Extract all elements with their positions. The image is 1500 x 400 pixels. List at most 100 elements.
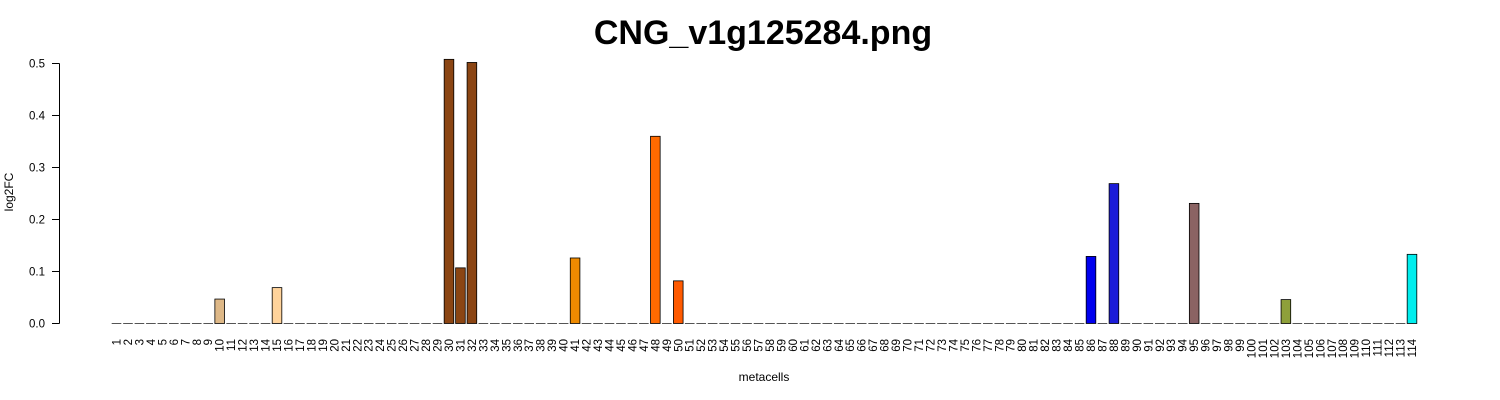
x-tick-label: 72 [925,339,937,352]
chart-title: CNG_v1g125284.png [594,14,932,52]
x-tick-label: 68 [880,339,892,352]
x-tick-label: 89 [1120,339,1132,352]
x-tick-label: 66 [857,339,869,352]
x-tick-label: 102 [1269,339,1281,358]
x-tick-label: 78 [994,339,1006,352]
x-tick-label: 51 [685,339,697,352]
bar-31 [455,267,466,324]
x-tick-label: 86 [1086,339,1098,352]
x-tick-label: 104 [1292,338,1304,358]
x-tick-label: 88 [1109,339,1121,352]
x-tick-label: 43 [593,339,605,352]
x-tick-label: 111 [1373,339,1385,356]
x-tick-label: 28 [421,339,433,352]
x-tick-label: 73 [937,339,949,352]
x-tick-label: 97 [1212,339,1224,352]
x-tick-label: 7 [180,339,192,345]
x-tick-label: 37 [524,339,536,352]
x-tick-label: 83 [1052,339,1064,352]
x-tick-label: 114 [1407,338,1419,357]
x-tick-label: 96 [1201,339,1213,352]
x-tick-label: 29 [433,339,445,352]
x-tick-label: 56 [742,339,754,352]
x-tick-label: 113 [1396,339,1408,357]
x-tick-label: 107 [1327,339,1339,358]
x-tick-label: 18 [306,339,318,352]
x-tick-label: 106 [1315,339,1327,358]
x-tick-label: 9 [203,339,215,345]
bar-95 [1188,202,1200,324]
x-tick-label: 17 [295,339,307,352]
x-tick-label: 112 [1384,339,1396,357]
x-tick-label: 87 [1097,339,1109,352]
x-tick-label: 91 [1143,339,1155,352]
x-tick-label: 69 [891,339,903,352]
x-tick-label: 33 [478,339,490,352]
x-tick-label: 90 [1132,339,1144,352]
bar-50 [673,280,684,324]
x-tick-label: 52 [696,339,708,352]
x-tick-label: 21 [341,339,353,352]
x-tick-label: 75 [960,339,972,352]
x-tick-label: 26 [398,339,410,352]
x-tick-label: 100 [1247,339,1259,358]
x-tick-label: 39 [547,339,559,352]
x-tick-label: 5 [157,339,169,345]
x-tick-label: 3 [134,339,146,345]
x-tick-label: 35 [501,339,513,352]
x-tick-label: 53 [708,339,720,352]
x-tick-label: 41 [570,339,582,352]
x-tick-label: 48 [650,339,662,352]
bar-48 [650,135,661,324]
x-tick-label: 110 [1361,339,1373,357]
y-tick-label: 0.5 [29,59,45,71]
x-tick-label: 63 [822,339,834,352]
x-tick-label: 14 [261,338,273,351]
x-tick-label: 59 [776,339,788,352]
x-tick-label: 13 [249,339,261,352]
x-tick-label: 99 [1235,339,1247,352]
x-tick-label: 11 [226,339,238,351]
x-tick-label: 82 [1040,339,1052,352]
bar-41 [569,257,581,324]
x-tick-label: 105 [1304,339,1316,358]
y-tick-label: 0.2 [29,215,45,227]
y-axis-label: log2FC [2,172,16,211]
x-tick-label: 12 [238,339,250,352]
x-tick-label: 2 [123,339,135,345]
x-tick-label: 38 [536,339,548,352]
x-tick-label: 103 [1281,339,1293,358]
x-tick-label: 30 [444,339,456,352]
x-tick-label: 70 [903,339,915,352]
bar-88 [1108,183,1120,324]
x-tick-label: 109 [1350,339,1362,358]
bar-86 [1085,256,1097,324]
bar-32 [466,62,478,324]
bar-15 [271,287,283,324]
bars [111,58,1418,324]
x-tick-label: 47 [639,339,651,352]
x-tick-label: 34 [490,338,502,351]
bar-30 [443,58,455,324]
x-tick-label: 10 [215,339,227,352]
x-tick-label: 55 [731,339,743,352]
x-tick-label: 20 [329,339,341,352]
x-tick-label: 62 [811,339,823,352]
x-tick-label: 44 [604,338,616,351]
x-tick-label: 36 [513,339,525,352]
x-tick-labels: 1 2 3 4 5 6 7 8 9 10 11 12 13 14 15 16 17 18 19 20 21 22 23 24 2… [112,338,1420,358]
x-tick-label: 80 [1017,339,1029,352]
x-tick-label: 76 [971,339,983,352]
x-tick-label: 40 [559,339,571,352]
y-axis: 0.0 0.1 0.2 0.3 0.4 0.5 [29,59,60,331]
x-tick-label: 93 [1166,339,1178,352]
x-tick-label: 4 [146,338,158,345]
x-tick-label: 49 [662,339,674,352]
x-tick-label: 60 [788,339,800,352]
x-tick-label: 77 [983,339,995,352]
x-tick-label: 98 [1224,339,1236,352]
x-tick-label: 61 [799,339,811,352]
x-tick-label: 94 [1178,338,1190,351]
x-tick-label: 46 [627,339,639,352]
x-tick-label: 27 [410,339,422,352]
